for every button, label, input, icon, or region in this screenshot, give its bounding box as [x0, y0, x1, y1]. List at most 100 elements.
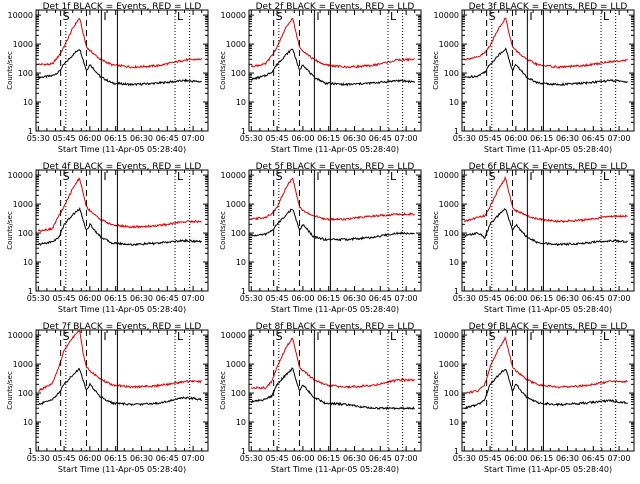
- y-axis-label: Counts/sec: [219, 371, 227, 410]
- x-tick-label: 06:45: [582, 454, 605, 463]
- x-tick-label: 06:30: [130, 294, 153, 303]
- y-tick-label: 10000: [221, 171, 246, 180]
- y-tick-label: 1000: [13, 360, 33, 369]
- plot-frame: [461, 169, 635, 292]
- x-tick-label: 07:00: [395, 134, 418, 143]
- series-line-lld: [250, 337, 415, 390]
- x-tick-label: 05:30: [453, 294, 476, 303]
- marker-label-l: L: [177, 10, 184, 23]
- marker-label-s: S: [489, 10, 496, 23]
- x-tick-label: 06:30: [343, 134, 366, 143]
- x-tick-label: 06:30: [343, 294, 366, 303]
- chart-title: Det 9f BLACK = Events, RED = LLD: [469, 322, 628, 332]
- series-line-events: [37, 48, 202, 87]
- x-tick-label: 06:15: [530, 294, 553, 303]
- y-tick-label: 10: [23, 418, 33, 427]
- x-tick-label: 05:45: [479, 294, 502, 303]
- series-line-events: [251, 208, 415, 242]
- x-tick-label: 05:45: [479, 134, 502, 143]
- x-axis-label: Start Time (11-Apr-05 05:28:40): [271, 145, 399, 154]
- x-axis-label: Start Time (11-Apr-05 05:28:40): [271, 465, 399, 474]
- y-tick-label: 100: [18, 389, 33, 398]
- y-tick-label: 1000: [226, 360, 246, 369]
- marker-label-i: I: [316, 330, 319, 343]
- marker-label-s: S: [276, 330, 283, 343]
- marker-label-l: L: [603, 170, 610, 183]
- y-tick-label: 100: [444, 389, 459, 398]
- x-tick-label: 06:00: [504, 294, 527, 303]
- x-tick-label: 06:45: [369, 454, 392, 463]
- marker-label-s: S: [63, 330, 70, 343]
- x-tick-label: 05:30: [453, 454, 476, 463]
- series-line-events: [251, 48, 416, 87]
- marker-label-i: I: [316, 10, 319, 23]
- plot-frame: [461, 329, 635, 452]
- x-axis-label: Start Time (11-Apr-05 05:28:40): [484, 145, 612, 154]
- y-tick-label: 1000: [439, 40, 459, 49]
- y-tick-label: 10: [236, 418, 246, 427]
- marker-label-l: L: [390, 10, 397, 23]
- marker-label-i: I: [103, 330, 106, 343]
- series-line-lld: [37, 177, 202, 232]
- x-tick-label: 06:15: [317, 454, 340, 463]
- plot-frame: [248, 169, 422, 292]
- x-tick-label: 07:00: [182, 454, 205, 463]
- y-tick-label: 100: [18, 229, 33, 238]
- y-tick-label: 10000: [434, 11, 459, 20]
- y-tick-label: 100: [18, 69, 33, 78]
- marker-label-l: L: [177, 170, 184, 183]
- marker-label-l: L: [390, 330, 397, 343]
- y-axis-label: Counts/sec: [219, 211, 227, 250]
- y-tick-label: 10: [449, 258, 459, 267]
- plot-frame: [248, 9, 422, 132]
- y-tick-label: 10: [236, 258, 246, 267]
- x-tick-label: 06:00: [78, 454, 101, 463]
- y-tick-label: 10: [236, 98, 246, 107]
- y-tick-label: 10000: [221, 331, 246, 340]
- chart-title: Det 3f BLACK = Events, RED = LLD: [469, 2, 628, 12]
- x-tick-label: 05:30: [453, 134, 476, 143]
- series-line-events: [251, 367, 416, 411]
- plot-frame: [461, 9, 635, 132]
- x-tick-label: 05:30: [240, 134, 263, 143]
- series-line-lld: [250, 18, 415, 69]
- series-line-lld: [464, 335, 628, 394]
- x-tick-label: 06:30: [556, 454, 579, 463]
- x-tick-label: 06:45: [582, 134, 605, 143]
- y-tick-label: 100: [231, 69, 246, 78]
- x-tick-label: 07:00: [182, 294, 205, 303]
- chart-title: Det 6f BLACK = Events, RED = LLD: [469, 162, 628, 172]
- x-tick-label: 06:30: [130, 134, 153, 143]
- marker-label-s: S: [276, 170, 283, 183]
- series-line-events: [38, 206, 202, 247]
- x-tick-label: 06:45: [156, 134, 179, 143]
- x-tick-label: 06:00: [291, 454, 314, 463]
- y-tick-label: 100: [444, 69, 459, 78]
- marker-label-s: S: [63, 10, 70, 23]
- y-tick-label: 10000: [8, 11, 33, 20]
- marker-label-l: L: [603, 330, 610, 343]
- x-tick-label: 06:45: [582, 294, 605, 303]
- x-tick-label: 06:45: [369, 294, 392, 303]
- y-axis-label: Counts/sec: [432, 51, 440, 90]
- chart-title: Det 8f BLACK = Events, RED = LLD: [256, 322, 415, 332]
- y-tick-label: 1: [454, 287, 459, 296]
- y-tick-label: 1: [241, 127, 246, 136]
- x-tick-label: 05:45: [266, 134, 289, 143]
- y-axis-label: Counts/sec: [219, 51, 227, 90]
- y-tick-label: 1000: [226, 200, 246, 209]
- marker-label-i: I: [316, 170, 319, 183]
- x-tick-label: 07:00: [608, 134, 631, 143]
- x-tick-label: 05:30: [27, 454, 50, 463]
- x-tick-label: 05:30: [240, 294, 263, 303]
- series-line-events: [464, 47, 628, 87]
- chart-title: Det 5f BLACK = Events, RED = LLD: [256, 162, 415, 172]
- plot-frame: [35, 329, 209, 452]
- x-tick-label: 07:00: [395, 454, 418, 463]
- chart-title: Det 1f BLACK = Events, RED = LLD: [43, 2, 202, 12]
